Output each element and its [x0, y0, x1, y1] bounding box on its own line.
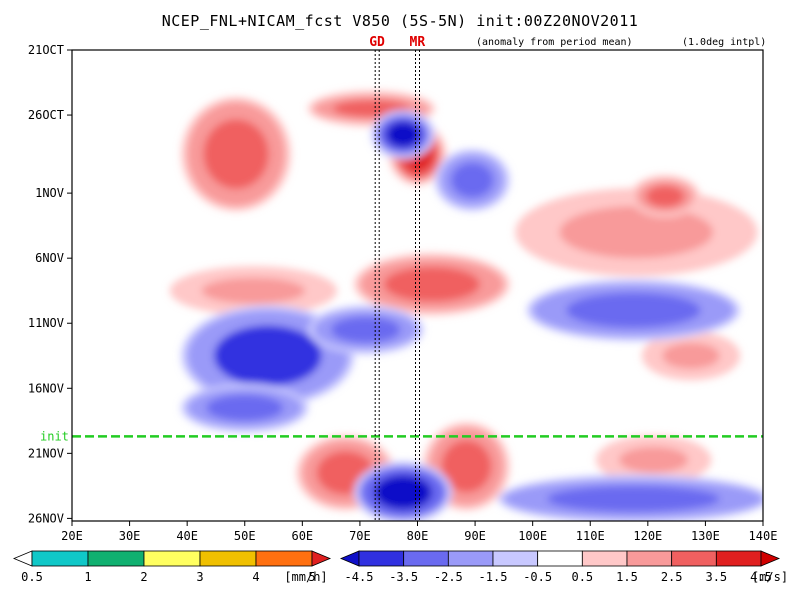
colorbar-end-high	[760, 550, 781, 567]
colorbar-end-high	[311, 550, 332, 567]
anomaly-peak-3	[201, 277, 306, 304]
anomaly-peak-13	[214, 325, 322, 387]
anomaly-layer	[169, 90, 763, 521]
anomaly-peak-17	[374, 475, 432, 510]
colorbar-swatch	[447, 550, 494, 567]
anomaly-peak-11	[385, 121, 421, 148]
colorbar-level-label: 4.5	[750, 570, 772, 584]
colorbar-level-label: -1.5	[479, 570, 508, 584]
x-tick-label: 40E	[176, 529, 198, 543]
anomaly-peak-4	[383, 266, 480, 302]
anomaly-peak-9	[441, 440, 492, 493]
colorbar-swatch	[626, 550, 673, 567]
y-tick-label: 6NOV	[35, 251, 64, 265]
x-tick-label: 110E	[576, 529, 605, 543]
y-tick-label: 1NOV	[35, 186, 64, 200]
anomaly-peak-12	[451, 162, 494, 198]
colorbar-swatch	[537, 550, 583, 567]
chart-title: NCEP_FNL+NICAM_fcst V850 (5S-5N) init:00…	[161, 12, 639, 30]
x-tick-label: 30E	[119, 529, 141, 543]
colorbar-swatch	[87, 550, 145, 567]
colorbar-level-label: 1	[84, 570, 91, 584]
x-tick-label: 50E	[234, 529, 256, 543]
colorbar-swatch	[492, 550, 539, 567]
colorbar-level-label: 4	[252, 570, 259, 584]
marker-label-mr: MR	[409, 35, 426, 50]
colorbar-level-label: -0.5	[523, 570, 552, 584]
x-tick-label: 100E	[518, 529, 547, 543]
colorbar-swatch	[199, 550, 257, 567]
precipitation-colorbar: 0.5 1 2 3 4 5[mm/h]	[12, 550, 332, 584]
wind-anomaly-colorbar: -4.5 -3.5 -2.5 -1.5 -0.5 0.5 1.5 2.5 3.5 4.5[m/s]	[339, 550, 788, 584]
colorbar-swatch	[581, 550, 628, 567]
colorbar-end-low	[12, 550, 33, 567]
anomaly-shading	[169, 90, 763, 521]
plot-overlay	[72, 50, 763, 521]
colorbar-level-label: -3.5	[389, 570, 418, 584]
colorbar-swatch	[31, 550, 89, 567]
init-label: init	[40, 429, 69, 443]
colorbar-level-label: 3.5	[705, 570, 727, 584]
x-tick-label: 90E	[464, 529, 486, 543]
colorbar-swatch	[255, 550, 313, 567]
anomaly-peak-7	[662, 342, 720, 369]
anomaly-peak-0	[203, 119, 269, 189]
x-tick-label: 130E	[691, 529, 720, 543]
anomaly-peak-10	[619, 446, 689, 473]
colorbar-level-label: 3	[196, 570, 203, 584]
colorbar-swatch	[358, 550, 405, 567]
y-axis: 21OCT 26OCT 1NOV 6NOV 11NOV 16NOV 21NOV 26NOV	[28, 43, 72, 525]
colorbar-unit: [mm/h]	[284, 570, 327, 584]
colorbar-level-label: 2.5	[661, 570, 683, 584]
anomaly-peak-5	[559, 206, 714, 259]
y-tick-label: 26NOV	[28, 511, 64, 525]
x-tick-label: 120E	[633, 529, 662, 543]
colorbar-level-label: -2.5	[434, 570, 463, 584]
anomaly-peak-6	[645, 185, 685, 208]
colorbar-swatch	[671, 550, 717, 567]
colorbar-level-label: -4.5	[345, 570, 374, 584]
y-tick-label: 21OCT	[28, 43, 64, 57]
anomaly-peak-14	[331, 316, 401, 343]
anomaly-peak-15	[206, 394, 284, 421]
x-tick-label: 140E	[749, 529, 778, 543]
x-tick-label: 20E	[61, 529, 83, 543]
colorbar-level-label: 2	[140, 570, 147, 584]
x-tick-label: 70E	[349, 529, 371, 543]
colorbar-level-label: 0.5	[571, 570, 593, 584]
colorbar-swatch	[143, 550, 201, 567]
y-tick-label: 11NOV	[28, 316, 64, 330]
x-tick-label: 80E	[407, 529, 429, 543]
y-tick-label: 26OCT	[28, 108, 64, 122]
colorbar-level-label: 5	[308, 570, 315, 584]
anomaly-peak-16	[566, 292, 701, 328]
colorbar-end-low	[339, 550, 360, 567]
y-tick-label: 16NOV	[28, 381, 64, 395]
subtitle-interpolation: (1.0deg intpl)	[682, 37, 767, 48]
colorbar-swatch	[403, 550, 449, 567]
colorbar-level-label: 1.5	[616, 570, 638, 584]
colorbar-swatch	[715, 550, 762, 567]
x-tick-label: 60E	[291, 529, 313, 543]
colorbar-unit: [m/s]	[752, 570, 788, 584]
subtitle-anomaly: (anomaly from period mean)	[476, 37, 633, 48]
colorbar-level-label: 0.5	[21, 570, 43, 584]
x-axis: 20E 30E 40E 50E 60E 70E 80E 90E 100E 110E 120E 130E…	[61, 521, 777, 543]
anomaly-peak-18	[547, 485, 720, 512]
y-tick-label: 21NOV	[28, 446, 64, 460]
marker-label-gd: GD	[369, 35, 385, 50]
